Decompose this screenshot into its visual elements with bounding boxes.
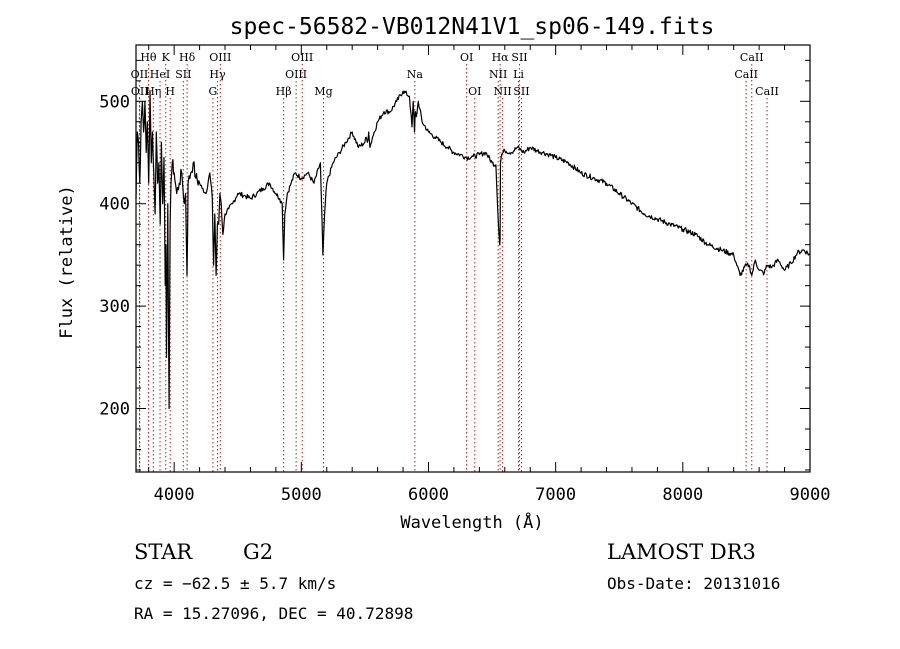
line-marker-label-13: OIII bbox=[291, 51, 313, 64]
coordinates: RA = 15.27096, DEC = 40.72898 bbox=[134, 604, 414, 623]
line-marker-label-5: K bbox=[162, 51, 171, 64]
object-class: STAR bbox=[134, 540, 193, 564]
y-axis-label: Flux (relative) bbox=[57, 185, 77, 339]
line-marker-label-26: CaII bbox=[734, 68, 758, 81]
y-tick-label-400: 400 bbox=[99, 195, 130, 215]
line-marker-label-16: Na bbox=[407, 68, 424, 81]
observation-date: Obs-Date: 20131016 bbox=[607, 574, 781, 593]
line-marker-label-22: SII bbox=[511, 51, 527, 64]
line-marker-label-0: Hθ bbox=[140, 51, 157, 64]
y-tick-label-500: 500 bbox=[99, 92, 130, 112]
line-marker-label-23: Li bbox=[513, 68, 524, 81]
y-tick-label-200: 200 bbox=[99, 400, 130, 420]
x-tick-label-7000: 7000 bbox=[535, 485, 576, 505]
line-marker-label-6: H bbox=[165, 85, 175, 98]
line-marker-label-1: OII bbox=[131, 68, 149, 81]
line-marker-label-19: Hα bbox=[492, 51, 510, 64]
line-marker-label-20: NII bbox=[489, 68, 507, 81]
series-line-spectrum bbox=[135, 90, 811, 410]
line-marker-label-2: OII bbox=[131, 85, 149, 98]
line-marker-label-25: CaII bbox=[740, 51, 764, 64]
x-axis-label: Wavelength (Å) bbox=[400, 511, 543, 533]
x-tick-label-4000: 4000 bbox=[154, 485, 195, 505]
line-marker-label-18: OI bbox=[468, 85, 481, 98]
axes-layer: 4000 5000 6000 7000 8000 9000 200 300 400 500 bbox=[99, 44, 831, 505]
line-marker-label-17: OI bbox=[460, 51, 473, 64]
line-marker-label-10: Hγ bbox=[209, 68, 226, 81]
x-tick-label-9000: 9000 bbox=[790, 485, 831, 505]
line-marker-label-14: OIII bbox=[285, 68, 307, 81]
redshift-velocity: cz = −62.5 ± 5.7 km/s bbox=[134, 574, 337, 593]
line-marker-label-8: Hδ bbox=[179, 51, 196, 64]
line-marker-label-4: HeI bbox=[150, 68, 170, 81]
survey-name: LAMOST DR3 bbox=[607, 540, 756, 564]
line-marker-label-27: CaII bbox=[755, 85, 779, 98]
line-marker-label-9: OIII bbox=[209, 51, 231, 64]
line-marker-label-24: SII bbox=[513, 85, 529, 98]
x-tick-label-6000: 6000 bbox=[408, 485, 449, 505]
line-marker-label-7: SII bbox=[175, 68, 191, 81]
line-marker-label-12: Hβ bbox=[276, 85, 292, 98]
x-tick-label-5000: 5000 bbox=[281, 485, 322, 505]
object-subclass: G2 bbox=[243, 540, 274, 564]
series-layer bbox=[135, 90, 811, 410]
line-marker-label-11: G bbox=[209, 85, 218, 98]
line-marker-label-3: Hη bbox=[145, 85, 161, 98]
line-marker-label-15: Mg bbox=[314, 85, 332, 98]
chart-title: spec-56582-VB012N41V1_sp06-149.fits bbox=[230, 14, 715, 40]
y-tick-label-300: 300 bbox=[99, 297, 130, 317]
line-marker-label-21: NII bbox=[493, 85, 511, 98]
plot-frame bbox=[135, 44, 811, 473]
x-tick-label-8000: 8000 bbox=[662, 485, 703, 505]
